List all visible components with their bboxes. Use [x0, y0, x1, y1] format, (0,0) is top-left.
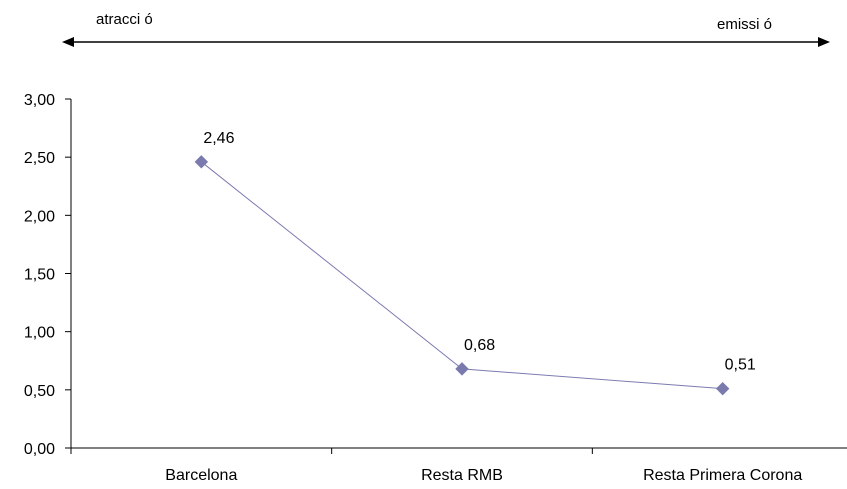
y-tick-label: 0,00: [24, 441, 55, 458]
data-label: 2,46: [203, 130, 234, 147]
data-point-marker: [715, 381, 730, 396]
y-tick-label: 1,50: [24, 267, 55, 284]
y-tick-label: 3,00: [24, 92, 55, 109]
data-point-marker: [455, 362, 469, 376]
y-tick-label: 0,50: [24, 383, 55, 400]
x-tick-label: Resta Primera Corona: [643, 467, 802, 484]
direction-arrow: [62, 37, 830, 47]
y-tick-label: 1,00: [24, 325, 55, 342]
x-tick-label: Barcelona: [165, 467, 237, 484]
arrow-head-left-icon: [62, 37, 74, 47]
data-point-marker: [194, 155, 209, 169]
y-tick-label: 2,50: [24, 150, 55, 167]
data-label: 0,68: [464, 337, 495, 354]
x-tick-label: Resta RMB: [421, 467, 503, 484]
series-line: [201, 161, 723, 390]
x-axis-ticks: Barcelona Resta RMB Resta Primera Corona: [70, 448, 802, 484]
y-tick-label: 2,00: [24, 208, 55, 225]
arrow-label-right: emissi ó: [717, 16, 772, 33]
series-group: 2,46 0,68 0,51: [194, 130, 756, 396]
y-axis-ticks: 0,00 0,50 1,00 1,50 2,00 2,50 3,00: [24, 92, 71, 458]
arrow-head-right-icon: [818, 37, 830, 47]
arrow-label-left: atracci ó: [96, 11, 153, 28]
data-label: 0,51: [725, 357, 756, 374]
